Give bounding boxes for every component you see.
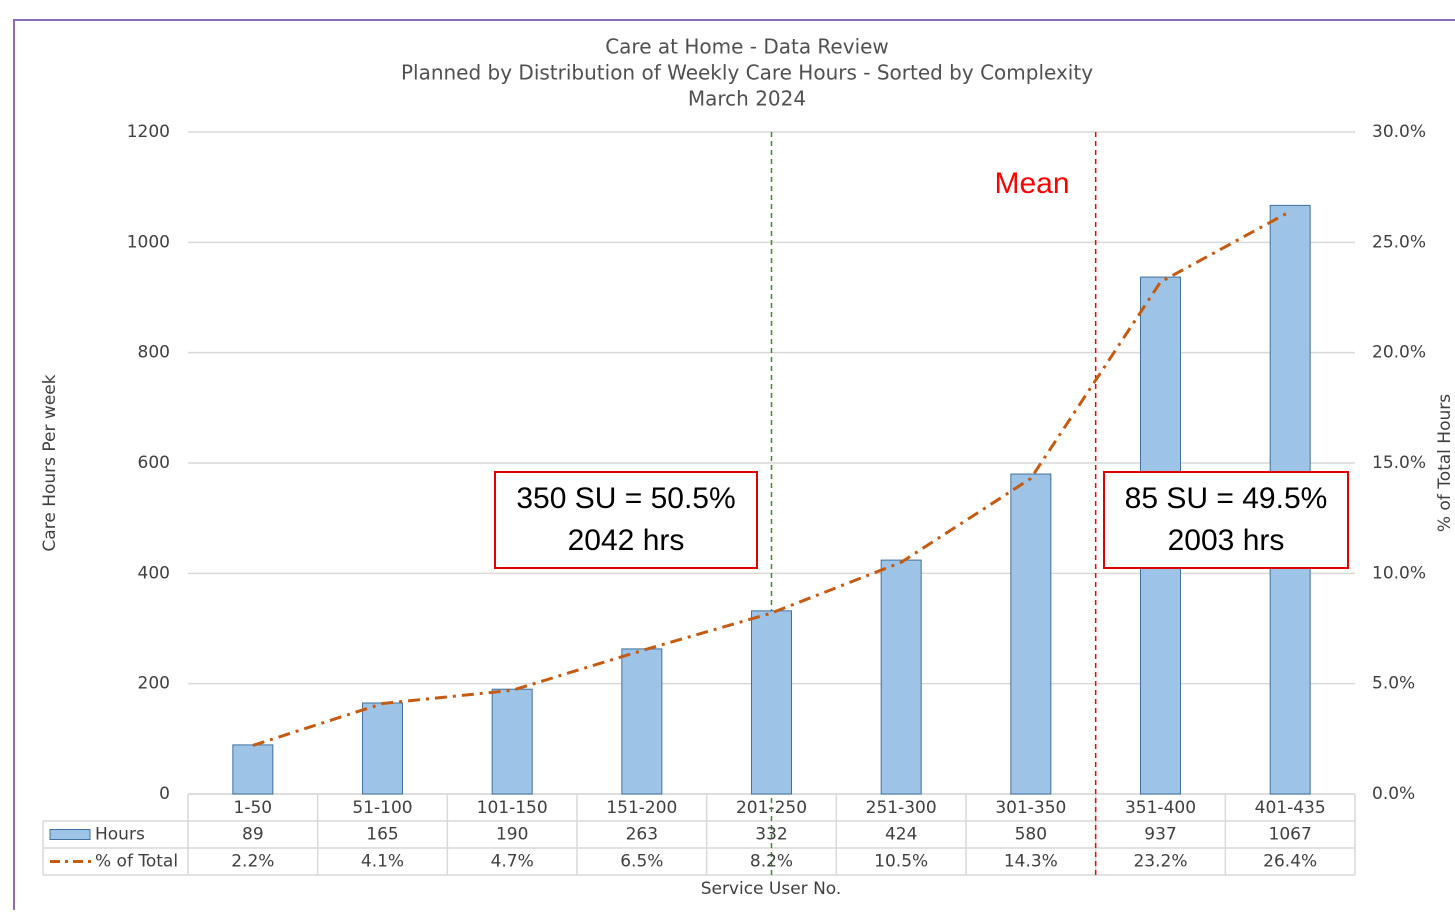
table-value: 424 xyxy=(885,825,917,845)
y2-tick-label: 10.0% xyxy=(1372,563,1426,583)
table-value: 8.2% xyxy=(750,852,793,872)
y-tick-label: 1000 xyxy=(127,232,170,252)
y-tick-label: 400 xyxy=(138,563,170,583)
table-value: 190 xyxy=(496,825,528,845)
annotation-text: 2042 hrs xyxy=(568,524,685,557)
y2-tick-label: 20.0% xyxy=(1372,343,1426,363)
x-tick-label: 251-300 xyxy=(866,798,937,818)
legend-label: Hours xyxy=(95,825,145,845)
x-tick-label: 151-200 xyxy=(606,798,677,818)
table-value: 23.2% xyxy=(1133,852,1187,872)
annotation-box xyxy=(1103,471,1349,569)
y2-tick-label: 5.0% xyxy=(1372,674,1415,694)
y-tick-label: 1200 xyxy=(127,122,170,142)
annotation-box xyxy=(494,471,758,569)
bar xyxy=(621,648,663,795)
x-axis-label: Service User No. xyxy=(701,879,842,899)
y-tick-label: 600 xyxy=(138,453,170,473)
y2-tick-label: 30.0% xyxy=(1372,122,1426,142)
table-value: 89 xyxy=(242,825,264,845)
bar xyxy=(1010,473,1052,795)
table-value: 937 xyxy=(1144,825,1176,845)
chart-subtitle: March 2024 xyxy=(688,87,806,111)
bar xyxy=(491,688,533,795)
y2-tick-label: 25.0% xyxy=(1372,232,1426,252)
bar xyxy=(751,610,792,795)
x-tick-label: 301-350 xyxy=(995,798,1066,818)
x-tick-label: 51-100 xyxy=(352,798,412,818)
y2-tick-label: 0.0% xyxy=(1372,784,1415,804)
legend-label: % of Total xyxy=(95,852,178,872)
table-value: 26.4% xyxy=(1263,852,1317,872)
table-value: 1067 xyxy=(1269,825,1312,845)
y-axis-label: Care Hours Per week xyxy=(40,374,60,551)
bar xyxy=(232,744,274,795)
y2-tick-label: 15.0% xyxy=(1372,453,1426,473)
table-value: 580 xyxy=(1015,825,1047,845)
frame xyxy=(13,19,1455,914)
y-tick-label: 0 xyxy=(159,784,170,804)
chart-title: Care at Home - Data Review xyxy=(605,35,889,59)
chart-subtitle: Planned by Distribution of Weekly Care H… xyxy=(401,61,1093,85)
legend-key xyxy=(49,829,91,840)
annotation-text: 350 SU = 50.5% xyxy=(516,482,735,515)
annotation-text: 2003 hrs xyxy=(1168,524,1285,557)
x-tick-label: 401-435 xyxy=(1255,798,1326,818)
y2-axis-label: % of Total Hours xyxy=(1435,394,1455,532)
table-value: 2.2% xyxy=(231,852,274,872)
x-tick-label: 1-50 xyxy=(234,798,273,818)
mean-label: Mean xyxy=(994,167,1069,200)
table-value: 4.1% xyxy=(361,852,404,872)
y-tick-label: 800 xyxy=(138,343,170,363)
y-tick-label: 200 xyxy=(138,674,170,694)
bar xyxy=(362,702,403,795)
bar xyxy=(880,559,922,795)
table-value: 4.7% xyxy=(491,852,534,872)
table-value: 165 xyxy=(366,825,398,845)
table-value: 332 xyxy=(755,825,787,845)
table-value: 10.5% xyxy=(874,852,928,872)
annotation-text: 85 SU = 49.5% xyxy=(1125,482,1328,515)
table-value: 6.5% xyxy=(620,852,663,872)
x-tick-label: 101-150 xyxy=(477,798,548,818)
x-tick-label: 351-400 xyxy=(1125,798,1196,818)
table-value: 14.3% xyxy=(1004,852,1058,872)
table-value: 263 xyxy=(626,825,658,845)
